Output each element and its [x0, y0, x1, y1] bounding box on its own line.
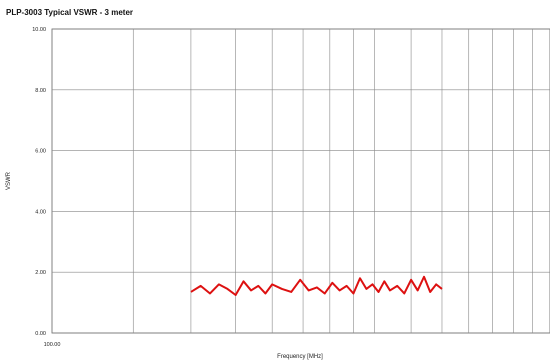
x-tick-labels: 100.00	[44, 342, 61, 348]
vswr-series-line	[190, 275, 443, 296]
plot-area	[51, 28, 550, 334]
chart-title: PLP-3003 Typical VSWR - 3 meter	[6, 8, 133, 17]
x-tick-label: 100.00	[44, 342, 61, 348]
y-tick-labels: 0.00 2.00 4.00 6.00 8.00 10.00	[32, 27, 46, 337]
y-tick-label: 8.00	[35, 88, 46, 94]
y-tick-label: 10.00	[32, 27, 46, 33]
y-tick-label: 2.00	[35, 270, 46, 276]
grid-lines	[51, 28, 550, 334]
y-axis-label: VSWR	[6, 171, 12, 190]
y-tick-label: 4.00	[35, 209, 46, 215]
x-axis-label: Frequency [MHz]	[277, 354, 323, 360]
y-tick-label: 6.00	[35, 149, 46, 155]
y-tick-label: 0.00	[35, 331, 46, 337]
